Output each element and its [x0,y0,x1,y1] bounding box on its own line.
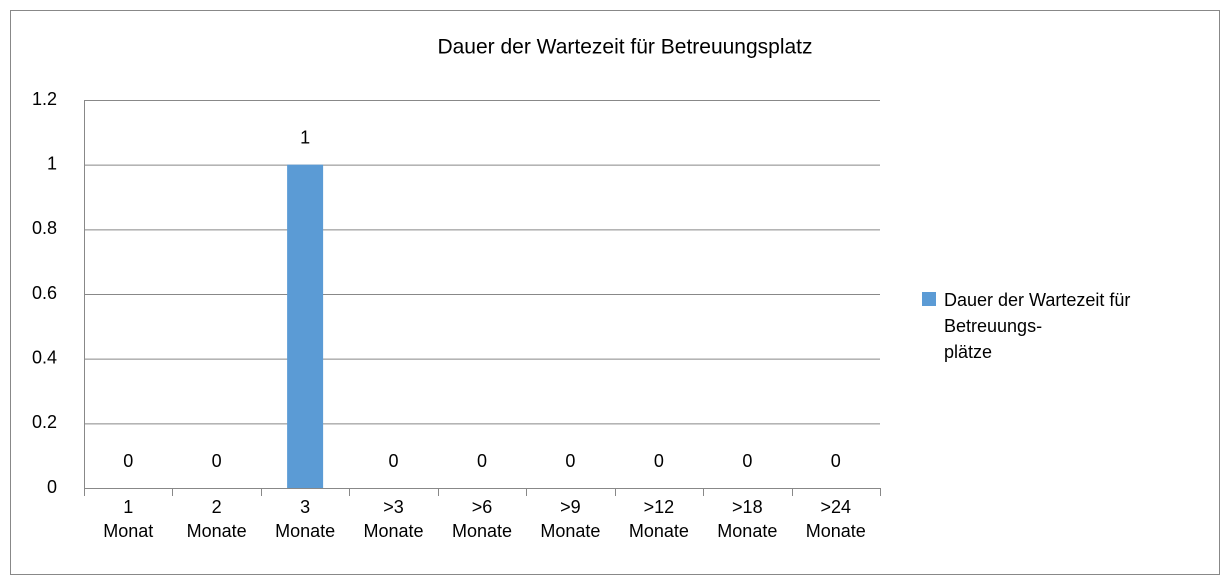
x-tick-label: 2 Monate [187,497,247,541]
data-label: 0 [831,451,841,471]
data-label: 0 [742,451,752,471]
legend-key [922,292,936,306]
data-label: 0 [123,451,133,471]
x-tick-label: >3 Monate [364,497,424,541]
x-tick-label: >18 Monate [717,497,777,541]
data-label: 1 [300,127,310,147]
data-label: 0 [477,451,487,471]
data-label: 0 [212,451,222,471]
x-tick-label: >6 Monate [452,497,512,541]
x-tick-label: >24 Monate [806,497,866,541]
legend: Dauer der Wartezeit für Betreuungs- plät… [922,287,1144,365]
x-tick-label: 3 Monate [275,497,335,541]
y-tick-label: 0.4 [32,347,57,367]
y-tick-label: 1.2 [32,89,57,109]
y-tick-label: 0.2 [32,412,57,432]
chart-border [10,10,1220,575]
x-tick-label: >12 Monate [629,497,689,541]
y-tick-label: 1 [47,153,57,173]
data-label: 0 [565,451,575,471]
y-tick-label: 0.8 [32,218,57,238]
data-label: 0 [389,451,399,471]
x-tick-label: >9 Monate [540,497,600,541]
x-tick-label: 1 Monat [103,497,153,541]
data-label: 0 [654,451,664,471]
chart-title: Dauer der Wartezeit für Betreuungsplatz [437,36,812,59]
legend-label: Dauer der Wartezeit für Betreuungs- plät… [944,290,1131,362]
y-tick-label: 0.6 [32,283,57,303]
y-tick-label: 0 [47,477,57,497]
bar [287,164,324,488]
